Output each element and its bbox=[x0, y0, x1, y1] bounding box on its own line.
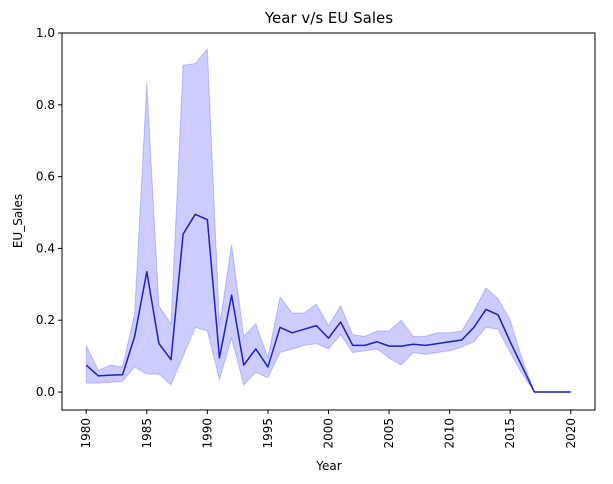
data-point bbox=[558, 391, 560, 393]
x-tick-label: 1990 bbox=[200, 418, 214, 449]
x-axis-ticks: 1980 1985 1990 1995 2000 2005 2010 2015 2020 bbox=[79, 410, 578, 449]
data-point bbox=[182, 233, 184, 235]
y-tick-label: 0.2 bbox=[36, 313, 55, 327]
data-point bbox=[497, 314, 499, 316]
data-point bbox=[412, 343, 414, 345]
x-tick-label: 2015 bbox=[503, 418, 517, 449]
data-point bbox=[122, 374, 124, 376]
y-tick-label: 0.0 bbox=[36, 385, 55, 399]
x-tick-label: 2010 bbox=[443, 418, 457, 449]
data-point bbox=[509, 341, 511, 343]
series-line bbox=[85, 213, 571, 393]
chart-title: Year v/s EU Sales bbox=[264, 9, 393, 27]
x-tick-label: 2000 bbox=[322, 418, 336, 449]
y-axis-label: EU_Sales bbox=[11, 194, 25, 248]
x-tick-label: 2020 bbox=[564, 418, 578, 449]
data-point bbox=[158, 343, 160, 345]
data-point bbox=[449, 341, 451, 343]
data-point bbox=[109, 374, 111, 376]
data-point bbox=[231, 294, 233, 296]
data-point bbox=[315, 325, 317, 327]
x-tick-label: 1995 bbox=[261, 418, 275, 449]
y-tick-label: 0.6 bbox=[36, 170, 55, 184]
data-point bbox=[376, 341, 378, 343]
data-point bbox=[533, 391, 535, 393]
data-point bbox=[328, 337, 330, 339]
data-point bbox=[291, 332, 293, 334]
data-point bbox=[279, 326, 281, 328]
data-point bbox=[206, 219, 208, 221]
data-point bbox=[400, 345, 402, 347]
y-tick-label: 0.4 bbox=[36, 241, 55, 255]
y-tick-label: 0.8 bbox=[36, 98, 55, 112]
data-point bbox=[255, 348, 257, 350]
x-tick-label: 2005 bbox=[382, 418, 396, 449]
data-point bbox=[570, 391, 572, 393]
data-point bbox=[461, 339, 463, 341]
data-point bbox=[424, 344, 426, 346]
data-point bbox=[485, 308, 487, 310]
data-point bbox=[388, 345, 390, 347]
data-point bbox=[303, 328, 305, 330]
y-axis-ticks: 0.0 0.2 0.4 0.6 0.8 1.0 bbox=[36, 26, 62, 399]
data-point bbox=[134, 335, 136, 337]
data-point bbox=[437, 343, 439, 345]
data-point bbox=[85, 364, 87, 366]
data-point bbox=[97, 375, 99, 377]
data-point bbox=[267, 366, 269, 368]
data-point bbox=[473, 326, 475, 328]
series-line-layer bbox=[85, 213, 572, 393]
x-tick-label: 1985 bbox=[140, 418, 154, 449]
data-point bbox=[194, 213, 196, 215]
data-point bbox=[243, 364, 245, 366]
data-point bbox=[340, 321, 342, 323]
x-axis-label: Year bbox=[315, 459, 341, 473]
data-point bbox=[170, 359, 172, 361]
data-point bbox=[521, 366, 523, 368]
y-tick-label: 1.0 bbox=[36, 26, 55, 40]
data-point bbox=[146, 271, 148, 273]
x-tick-label: 1980 bbox=[79, 418, 93, 449]
data-point bbox=[364, 344, 366, 346]
data-point bbox=[218, 357, 220, 359]
data-point bbox=[546, 391, 548, 393]
data-point bbox=[352, 344, 354, 346]
